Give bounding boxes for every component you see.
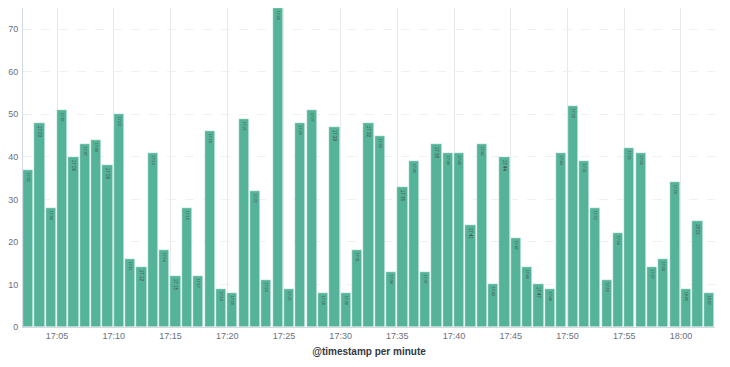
svg-text:17:49: 17:49 — [559, 156, 563, 165]
svg-text:17:40: 17:40 — [443, 331, 466, 341]
svg-text:17:35: 17:35 — [400, 190, 405, 202]
svg-text:17:48: 17:48 — [548, 292, 552, 301]
svg-text:17:30: 17:30 — [344, 296, 348, 305]
svg-text:17:26: 17:26 — [298, 126, 302, 135]
svg-text:17:45: 17:45 — [514, 241, 518, 250]
svg-text:17:02: 17:02 — [26, 173, 30, 182]
svg-text:17:55: 17:55 — [613, 331, 636, 341]
svg-text:17:05: 17:05 — [60, 113, 64, 122]
svg-text:17:25: 17:25 — [287, 292, 291, 301]
svg-text:17:57: 17:57 — [650, 270, 654, 279]
svg-text:17:54: 17:54 — [616, 236, 620, 245]
svg-text:17:06: 17:06 — [71, 160, 76, 172]
svg-text:60: 60 — [8, 67, 18, 77]
svg-text:18:01: 18:01 — [695, 224, 700, 236]
svg-text:18:02: 18:02 — [707, 296, 711, 305]
svg-text:30: 30 — [8, 195, 18, 205]
svg-text:17:40: 17:40 — [457, 156, 461, 165]
svg-text:17:55: 17:55 — [627, 151, 631, 160]
svg-text:18:00: 18:00 — [684, 292, 688, 301]
svg-text:20: 20 — [8, 237, 18, 247]
svg-text:17:23: 17:23 — [264, 283, 268, 292]
svg-text:17:44: 17:44 — [502, 160, 507, 172]
svg-text:17:21: 17:21 — [242, 122, 246, 131]
svg-text:17:35: 17:35 — [386, 331, 409, 341]
svg-text:17:58: 17:58 — [661, 262, 665, 271]
svg-text:17:25: 17:25 — [273, 331, 296, 341]
svg-text:17:59: 17:59 — [673, 185, 677, 194]
svg-text:17:50: 17:50 — [556, 331, 579, 341]
svg-text:17:47: 17:47 — [536, 287, 541, 299]
svg-text:17:39: 17:39 — [446, 156, 450, 165]
svg-text:17:12: 17:12 — [139, 270, 144, 282]
svg-text:0: 0 — [13, 322, 18, 332]
svg-text:17:37: 17:37 — [423, 275, 427, 284]
svg-text:40: 40 — [8, 152, 18, 162]
svg-text:17:45: 17:45 — [500, 331, 523, 341]
svg-text:17:32: 17:32 — [366, 126, 371, 138]
svg-text:17:42: 17:42 — [480, 147, 484, 156]
svg-text:17:41: 17:41 — [468, 228, 473, 240]
svg-text:17:18: 17:18 — [208, 134, 212, 143]
svg-text:17:51: 17:51 — [582, 164, 586, 173]
svg-text:17:43: 17:43 — [491, 287, 495, 296]
svg-text:17:46: 17:46 — [525, 270, 529, 279]
svg-text:17:10: 17:10 — [117, 117, 121, 126]
svg-text:17:08: 17:08 — [94, 143, 98, 152]
svg-text:17:16: 17:16 — [185, 211, 189, 220]
svg-text:18:00: 18:00 — [670, 331, 693, 341]
svg-text:17:17: 17:17 — [196, 279, 200, 288]
svg-text:17:14: 17:14 — [162, 253, 166, 262]
svg-text:17:13: 17:13 — [151, 156, 155, 165]
svg-text:17:56: 17:56 — [639, 156, 643, 165]
svg-text:17:20: 17:20 — [216, 331, 239, 341]
svg-text:17:27: 17:27 — [310, 113, 314, 122]
svg-text:17:09: 17:09 — [105, 168, 110, 180]
svg-text:17:28: 17:28 — [321, 296, 325, 305]
svg-text:17:34: 17:34 — [389, 275, 393, 284]
svg-text:17:36: 17:36 — [412, 164, 416, 173]
svg-text:17:11: 17:11 — [128, 262, 132, 271]
svg-text:17:05: 17:05 — [46, 331, 69, 341]
svg-text:17:19: 17:19 — [219, 292, 223, 301]
svg-text:17:15: 17:15 — [159, 331, 182, 341]
svg-text:17:07: 17:07 — [83, 147, 87, 156]
svg-text:17:52: 17:52 — [593, 211, 597, 220]
svg-text:17:30: 17:30 — [329, 331, 352, 341]
svg-text:17:24: 17:24 — [276, 11, 280, 20]
svg-text:17:29: 17:29 — [332, 130, 337, 142]
svg-text:17:50: 17:50 — [571, 109, 575, 118]
svg-text:17:38: 17:38 — [434, 147, 439, 159]
svg-text:10: 10 — [8, 280, 18, 290]
svg-text:50: 50 — [8, 109, 18, 119]
svg-text:17:04: 17:04 — [49, 211, 53, 220]
svg-text:70: 70 — [8, 24, 18, 34]
svg-text:17:15: 17:15 — [173, 279, 178, 291]
svg-text:17:33: 17:33 — [378, 139, 382, 148]
svg-text:17:03: 17:03 — [37, 126, 42, 138]
svg-text:17:53: 17:53 — [605, 283, 609, 292]
svg-text:@timestamp per minute: @timestamp per minute — [312, 346, 426, 357]
svg-text:17:20: 17:20 — [230, 296, 234, 305]
svg-text:17:22: 17:22 — [253, 194, 257, 203]
svg-text:17:10: 17:10 — [102, 331, 125, 341]
svg-text:17:31: 17:31 — [355, 253, 359, 262]
